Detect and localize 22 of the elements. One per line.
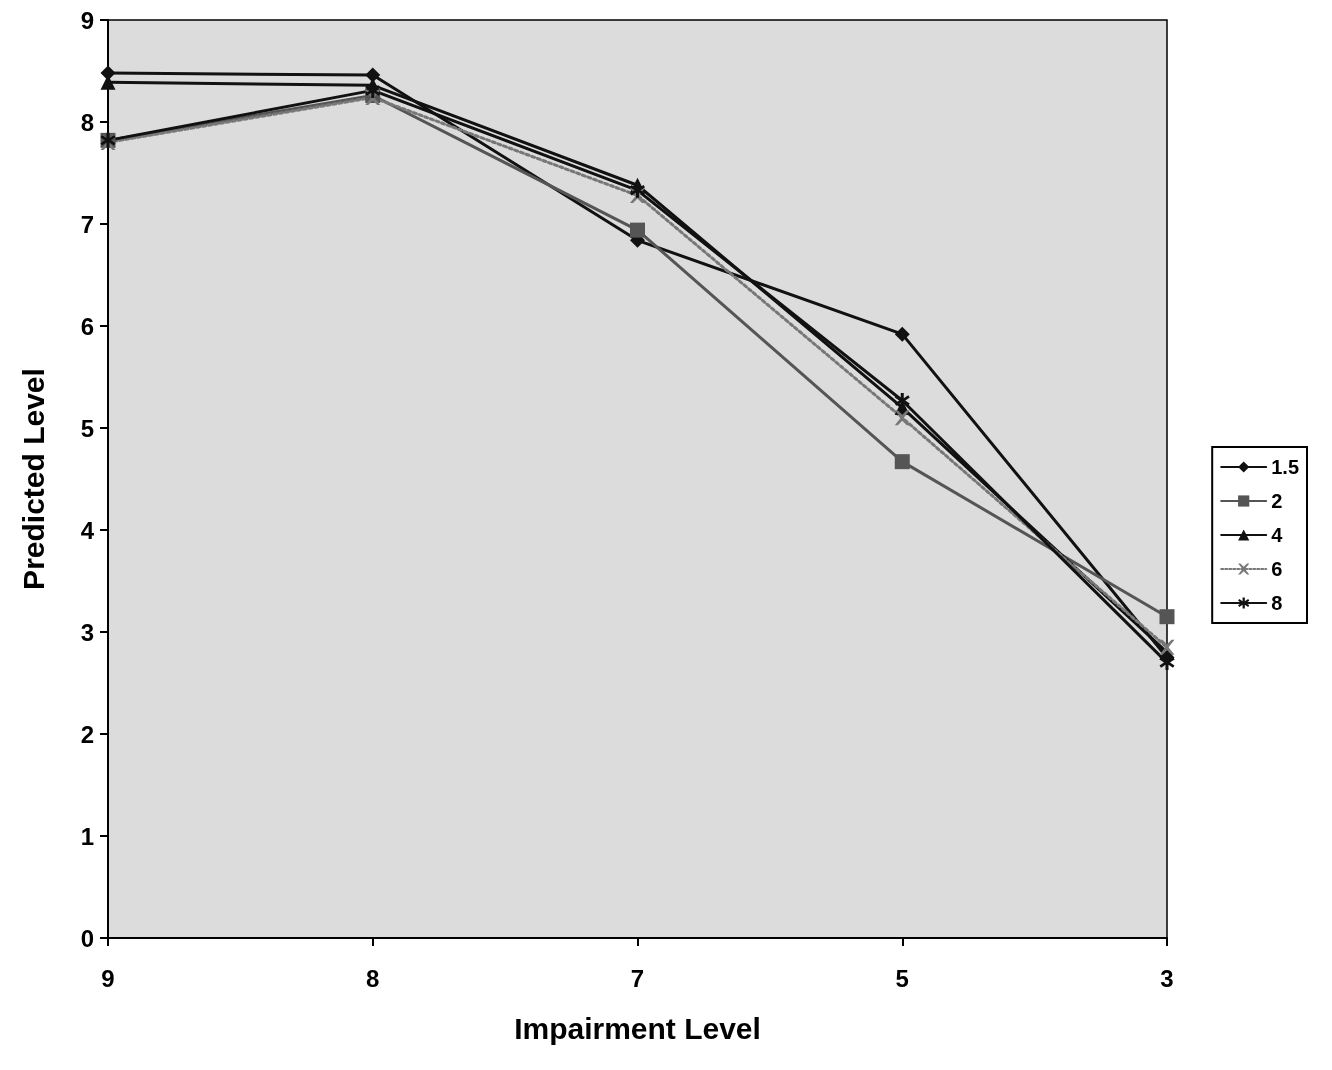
y-tick-label: 3 bbox=[80, 618, 94, 646]
y-tick-label: 4 bbox=[80, 516, 95, 544]
x-tick-label: 3 bbox=[1160, 964, 1174, 992]
legend-label: 8 bbox=[1271, 592, 1283, 614]
legend-label: 6 bbox=[1271, 558, 1283, 580]
y-tick-label: 7 bbox=[80, 210, 94, 238]
y-tick-label: 2 bbox=[80, 720, 94, 748]
y-tick-label: 6 bbox=[80, 312, 94, 340]
x-tick-label: 9 bbox=[101, 964, 115, 992]
y-tick-label: 8 bbox=[80, 108, 94, 136]
legend-label: 4 bbox=[1271, 524, 1284, 546]
y-tick-label: 5 bbox=[80, 414, 94, 442]
legend-label: 2 bbox=[1271, 490, 1283, 512]
y-tick-label: 0 bbox=[80, 924, 94, 952]
y-tick-label: 9 bbox=[80, 6, 94, 34]
x-axis-title: Impairment Level bbox=[514, 1011, 761, 1045]
y-axis-title: Predicted Level bbox=[16, 368, 50, 590]
x-tick-label: 7 bbox=[630, 964, 645, 992]
x-tick-label: 8 bbox=[366, 964, 380, 992]
x-tick-label: 5 bbox=[895, 964, 909, 992]
legend-label: 1.5 bbox=[1271, 456, 1300, 478]
y-tick-label: 1 bbox=[80, 822, 94, 850]
